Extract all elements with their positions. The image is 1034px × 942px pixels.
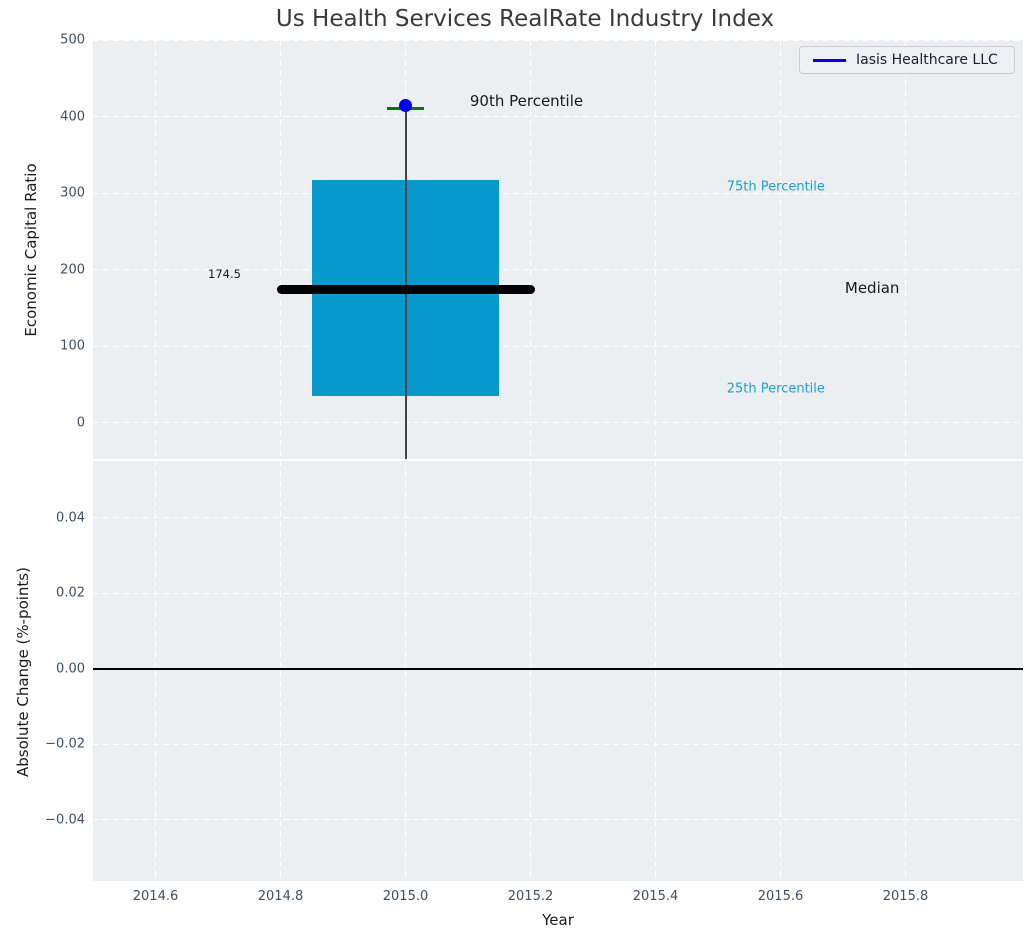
gridline-horizontal: [93, 592, 1023, 594]
boxplot-median-line: [276, 284, 535, 294]
y-tick-label: −0.02: [45, 736, 85, 752]
gridline-horizontal: [93, 116, 1023, 118]
gridline-vertical: [530, 461, 531, 881]
x-tick-label: 2015.6: [757, 889, 804, 904]
gridline-vertical: [280, 40, 281, 459]
zero-line: [93, 667, 1023, 670]
gridline-vertical: [655, 461, 656, 881]
top-axes: 90th Percentile 75th Percentile Median 25th…: [93, 39, 1023, 459]
gridline-horizontal: [93, 743, 1023, 745]
legend: Iasis Healthcare LLC: [799, 46, 1015, 74]
y-tick-label: 0.02: [56, 585, 85, 601]
legend-label: Iasis Healthcare LLC: [856, 52, 998, 68]
y-tick-label: 300: [60, 185, 85, 201]
gridline-vertical: [280, 461, 281, 881]
gridline-vertical: [405, 461, 406, 881]
gridline-horizontal: [93, 39, 1023, 41]
y-tick-label: 0.00: [56, 661, 85, 677]
gridline-vertical: [155, 40, 156, 459]
x-axis-label: Year: [542, 911, 574, 929]
bottom-axes: [93, 461, 1023, 881]
chart-title: Us Health Services RealRate Industry Ind…: [275, 6, 775, 32]
x-tick-label: 2014.6: [132, 889, 179, 904]
gridline-horizontal: [93, 422, 1023, 424]
x-tick-label: 2015.2: [507, 889, 554, 904]
y-tick-label: 100: [60, 338, 85, 354]
gridline-vertical: [780, 40, 781, 459]
gridline-horizontal: [93, 517, 1023, 519]
gridline-horizontal: [93, 269, 1023, 271]
data-point: [399, 99, 412, 113]
x-tick-label: 2015.8: [882, 889, 929, 904]
annotation-75th-percentile: 75th Percentile: [726, 179, 825, 195]
gridline-horizontal: [93, 819, 1023, 821]
gridline-vertical: [905, 461, 906, 881]
legend-line-sample: [813, 58, 846, 62]
boxplot-whisker-line: [404, 108, 407, 459]
y-tick-label: 500: [60, 32, 85, 48]
gridline-vertical: [155, 461, 156, 881]
gridline-horizontal: [93, 192, 1023, 194]
annotation-median-value: 174.5: [208, 266, 241, 281]
x-tick-label: 2015.4: [632, 889, 679, 904]
annotation-25th-percentile: 25th Percentile: [726, 381, 825, 397]
gridline-vertical: [780, 461, 781, 881]
annotation-median: Median: [844, 279, 900, 298]
y-tick-label: 0.04: [56, 510, 85, 526]
y-tick-label: 0: [76, 415, 85, 431]
gridline-vertical: [655, 40, 656, 459]
annotation-90th-percentile: 90th Percentile: [469, 92, 584, 111]
y-tick-label: 200: [60, 262, 85, 278]
x-tick-label: 2014.8: [257, 889, 304, 904]
y-tick-label: −0.04: [45, 812, 85, 828]
gridline-horizontal: [93, 345, 1023, 347]
gridline-vertical: [905, 40, 906, 459]
y-tick-label: 400: [60, 109, 85, 125]
gridline-vertical: [530, 40, 531, 459]
x-tick-label: 2015.0: [382, 889, 429, 904]
